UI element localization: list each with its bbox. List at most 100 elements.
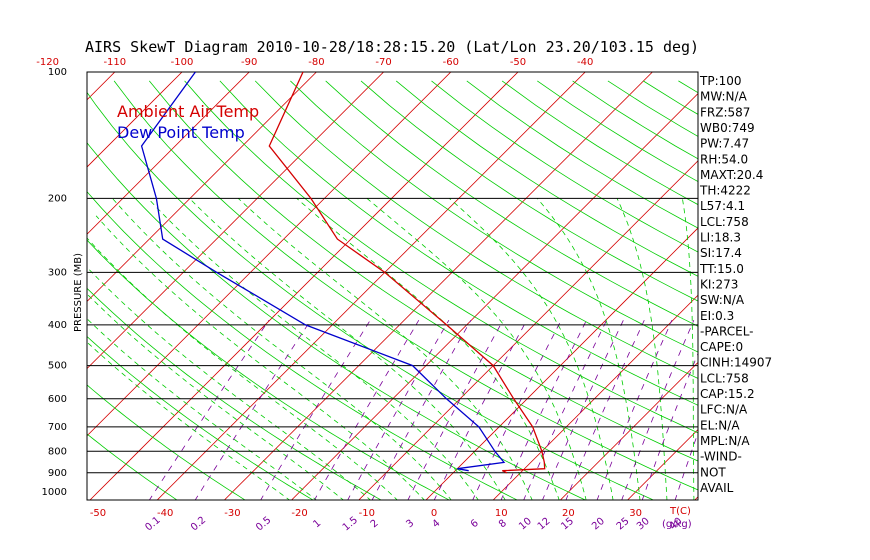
stat-item: PW:7.47 — [700, 137, 749, 151]
mixing-ratio-tick-label: 8 — [497, 518, 509, 531]
dry-adiabat-line — [466, 80, 698, 229]
isotherm-line — [291, 93, 698, 500]
dry-adiabat-line — [360, 80, 698, 302]
plot-frame — [86, 71, 699, 501]
dry-adiabat-line — [87, 239, 451, 500]
dry-adiabat-line — [87, 287, 382, 500]
bottom-temp-tick-label: -40 — [157, 508, 173, 519]
moist-adiabat-line — [87, 318, 318, 500]
isotherm-line — [492, 294, 698, 500]
stat-item: KI:273 — [700, 277, 738, 291]
isotherm-line — [156, 72, 586, 500]
isotherm-line — [87, 72, 183, 168]
moist-adiabat-line — [616, 198, 668, 500]
ambient-air-temp-line — [268, 72, 546, 474]
mixing-ratio-line — [194, 319, 312, 500]
mixing-ratio-tick-label: 12 — [536, 516, 553, 533]
isotherm-line — [0, 63, 57, 501]
stat-item: CAPE:0 — [700, 340, 743, 354]
mixing-ratio-line — [472, 320, 562, 500]
dry-adiabat-line — [87, 433, 178, 500]
stat-item: L57:4.1 — [700, 199, 745, 213]
stat-item: TP:100 — [699, 74, 742, 88]
chart-title: AIRS SkewT Diagram 2010-10-28/18:28:15.2… — [85, 38, 699, 56]
stat-item: MW:N/A — [700, 90, 748, 104]
stat-item: LI:18.3 — [700, 231, 741, 245]
y-axis-label: PRESSURE (MB) — [73, 253, 84, 332]
stat-item: LFC:N/A — [700, 403, 748, 417]
pressure-tick-label: 1000 — [42, 487, 67, 498]
isotherm-line — [223, 72, 653, 500]
pressure-tick-label: 500 — [48, 361, 67, 372]
bottom-temp-tick-label: 30 — [629, 508, 642, 519]
dry-adiabat-line — [501, 80, 698, 206]
stat-item: WB0:749 — [700, 121, 755, 135]
moist-adiabat-line — [87, 293, 344, 500]
stat-item: RH:54.0 — [700, 152, 748, 166]
dry-adiabat-line — [325, 80, 698, 327]
bottom-temp-tick-label: -50 — [90, 508, 106, 519]
dry-adiabat-line — [87, 384, 246, 500]
stat-item: -WIND- — [700, 450, 742, 464]
mixing-ratio-tick-label: 1.5 — [341, 515, 360, 534]
moist-adiabat-line — [112, 198, 452, 500]
mixing-ratio-tick-label: 6 — [469, 518, 481, 531]
stat-item: CAP:15.2 — [700, 387, 755, 401]
isotherm-line — [87, 72, 317, 302]
dry-adiabat-line — [290, 80, 698, 353]
dry-adiabat-line — [784, 81, 870, 501]
isotherm-line — [761, 63, 870, 501]
moist-adiabat-line — [682, 198, 695, 500]
dry-adiabat-line — [431, 80, 698, 253]
top-temp-tick-label: -120 — [36, 57, 59, 68]
moist-adiabat-line — [87, 266, 371, 500]
isotherm-line — [87, 72, 116, 101]
stat-item: NOT — [700, 465, 726, 479]
mixing-ratio-tick-label: 10 — [517, 516, 534, 533]
dry-adiabat-line — [254, 80, 698, 379]
bottom-temp-tick-label: -20 — [291, 508, 307, 519]
stat-item: TH:4222 — [699, 184, 751, 198]
pressure-tick-label: 100 — [48, 67, 67, 78]
stat-item: EL:N/A — [700, 418, 740, 432]
mixing-ratio-tick-label: 20 — [590, 516, 607, 533]
stat-item: MAXT:20.4 — [700, 168, 763, 182]
background-lines — [0, 63, 870, 501]
moist-adiabat-line — [366, 198, 587, 500]
pressure-tick-label: 800 — [48, 446, 67, 457]
bottom-temp-tick-label: -30 — [224, 508, 240, 519]
moist-adiabat-line — [147, 198, 479, 500]
pressure-gridlines — [87, 197, 698, 474]
dry-adiabat-line — [113, 80, 698, 491]
stat-item: SW:N/A — [700, 293, 745, 307]
stat-item: CINH:14907 — [700, 356, 772, 370]
mixing-ratio-line — [407, 320, 504, 500]
moist-adiabat-line — [87, 237, 398, 500]
top-temp-tick-label: -110 — [103, 57, 126, 68]
pressure-tick-label: 400 — [48, 320, 67, 331]
stat-item: MPL:N/A — [700, 434, 750, 448]
top-temp-tick-label: -70 — [375, 57, 391, 68]
pressure-tick-label: 700 — [48, 422, 67, 433]
dry-adiabat-line — [148, 80, 698, 462]
moist-adiabat-line — [449, 198, 614, 500]
mixing-ratio-tick-label: 3 — [404, 518, 416, 531]
mixing-ratio-tick-label: 1 — [311, 518, 323, 531]
top-temp-tick-label: -80 — [308, 57, 324, 68]
isotherm-line — [828, 63, 870, 501]
stat-item: -PARCEL- — [700, 324, 754, 338]
profile-lines — [140, 72, 546, 474]
pressure-tick-labels: 100 200 300 400 500 600 700 800 900 1000 — [42, 67, 67, 498]
pressure-tick-label: 600 — [48, 394, 67, 405]
top-temp-tick-label: -90 — [241, 57, 257, 68]
mixing-ratio-line — [500, 320, 587, 500]
moist-adiabat-line — [238, 198, 533, 500]
dry-adiabat-line — [87, 191, 519, 500]
mixing-ratio-tick-label: 0.5 — [254, 515, 273, 534]
isotherm-line — [87, 72, 385, 370]
isotherm-line — [358, 160, 698, 500]
dry-adiabat-line — [184, 80, 698, 434]
top-temperature-labels: -120 -110 -100 -90 -80 -70 -60 -50 -40 — [36, 57, 593, 68]
dry-adiabat-line — [219, 80, 698, 406]
stat-item: LCL:758 — [700, 215, 749, 229]
